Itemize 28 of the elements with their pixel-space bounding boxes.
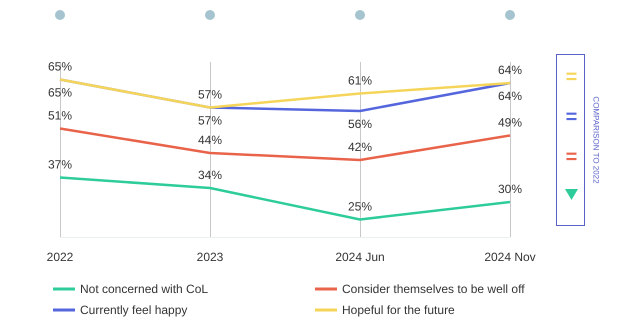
data-label: 51%: [48, 108, 72, 122]
data-label: 25%: [348, 200, 372, 214]
legend-label: Hopeful for the future: [342, 303, 456, 317]
x-tick-label: 2022: [46, 250, 74, 264]
data-label: 49%: [498, 116, 522, 130]
x-tick-label: 2024 Nov: [484, 250, 536, 264]
annotation: =: [564, 66, 578, 88]
annotation: =: [564, 146, 578, 168]
x-tick-label: 2023: [196, 250, 224, 264]
legend-label: Consider themselves to be well off: [342, 282, 526, 296]
data-label: 56%: [348, 117, 372, 131]
data-label: 65%: [48, 60, 72, 74]
legend-label: Not concerned with CoL: [80, 282, 208, 296]
data-label: 64%: [498, 89, 522, 103]
data-label: 65%: [48, 86, 72, 100]
data-label: 34%: [198, 168, 222, 182]
data-label: 61%: [348, 74, 372, 88]
legend-label: Currently feel happy: [80, 303, 188, 317]
data-label: 30%: [498, 182, 522, 196]
x-tick-label: 2024 Jun: [335, 250, 385, 264]
data-label: 57%: [198, 114, 222, 128]
data-label: 37%: [48, 158, 72, 172]
data-label: 42%: [348, 140, 372, 154]
data-label: 44%: [198, 133, 222, 147]
data-label: 57%: [198, 88, 222, 102]
annotation: =: [564, 106, 578, 128]
text: COMPARISON TO 2022: [592, 96, 600, 184]
data-label: 64%: [498, 63, 522, 77]
